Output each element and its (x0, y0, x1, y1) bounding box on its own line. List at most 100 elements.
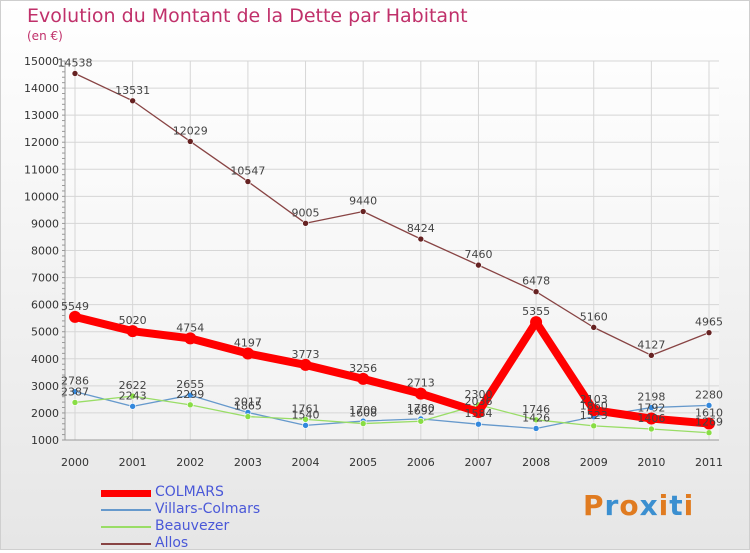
x-tick-label: 2004 (292, 456, 320, 469)
x-tick-label: 2005 (349, 456, 377, 469)
brand-letter: t (669, 489, 684, 522)
data-point (532, 425, 540, 432)
data-point (186, 391, 194, 399)
data-point (186, 401, 194, 409)
data-label: 9440 (349, 195, 377, 208)
data-point (357, 372, 370, 385)
data-point (705, 429, 713, 437)
data-point (472, 405, 485, 418)
y-tick-label: 7000 (31, 272, 59, 285)
y-tick-label: 9000 (31, 217, 59, 230)
legend-label: COLMARS (155, 484, 224, 500)
data-label: 13531 (115, 84, 150, 97)
data-point (129, 97, 136, 105)
series-line (71, 312, 713, 428)
data-label: 5549 (61, 300, 89, 313)
legend-swatch (101, 526, 151, 528)
data-point (532, 416, 540, 424)
data-label: 1761 (292, 402, 320, 415)
data-point (244, 413, 252, 420)
legend-label: Beauvezer (155, 518, 230, 534)
data-point (71, 399, 79, 406)
series-line (74, 72, 710, 356)
legend-label: Allos (155, 535, 189, 551)
data-point (129, 403, 136, 410)
y-tick-label: 5000 (31, 326, 59, 339)
data-point (126, 325, 139, 338)
y-tick-label: 10000 (24, 190, 59, 203)
chart-unit: (en €) (27, 29, 63, 43)
data-point (71, 70, 79, 77)
data-label: 2300 (464, 388, 492, 401)
data-label: 1610 (695, 406, 723, 419)
data-label: 2655 (176, 378, 204, 391)
data-label: 4754 (176, 321, 204, 334)
data-label: 2786 (61, 375, 89, 388)
data-label: 1780 (407, 402, 435, 415)
data-point (587, 404, 600, 417)
brand-letter: P (583, 489, 605, 522)
data-label: 1746 (522, 403, 550, 416)
y-tick-label: 4000 (31, 353, 59, 366)
data-point (184, 332, 197, 345)
data-label: 2299 (176, 388, 204, 401)
data-label: 2280 (695, 388, 723, 401)
data-label: 1865 (234, 400, 262, 413)
data-point (417, 235, 425, 243)
data-point (648, 404, 655, 411)
line-chart: 1000200030004000500060007000800090001000… (24, 55, 723, 469)
x-tick-label: 2008 (522, 456, 550, 469)
y-tick-label: 13000 (24, 109, 59, 122)
data-point (645, 412, 658, 425)
data-point (69, 310, 81, 323)
x-tick-label: 2009 (580, 456, 608, 469)
y-tick-label: 15000 (24, 55, 59, 68)
data-point (414, 387, 427, 400)
x-tick-label: 2007 (464, 456, 492, 469)
data-label: 7460 (464, 248, 492, 261)
data-label: 2017 (234, 395, 262, 408)
y-tick-label: 2000 (31, 407, 59, 420)
brand-letter: o (619, 489, 640, 522)
y-tick-label: 3000 (31, 380, 59, 393)
data-point (417, 417, 425, 425)
y-tick-label: 8000 (31, 245, 59, 258)
data-label: 4127 (637, 338, 665, 351)
data-point (302, 219, 309, 227)
x-tick-label: 2000 (61, 456, 89, 469)
data-label: 2103 (580, 393, 608, 406)
data-label: 1792 (637, 402, 665, 415)
data-point (532, 288, 540, 296)
x-tick-label: 2003 (234, 456, 262, 469)
data-point (186, 138, 194, 145)
x-tick-label: 2010 (637, 456, 665, 469)
data-point (648, 352, 655, 359)
data-label: 10547 (230, 165, 265, 178)
data-label: 1426 (522, 411, 550, 424)
data-label: 2387 (61, 385, 89, 398)
data-label: 3773 (292, 348, 320, 361)
chart-title: Evolution du Montant de la Dette par Hab… (27, 5, 468, 27)
x-tick-label: 2002 (176, 456, 204, 469)
data-point (703, 417, 715, 430)
data-label: 5020 (119, 314, 147, 327)
data-point (359, 420, 367, 427)
data-point (359, 208, 367, 215)
data-label: 4965 (695, 316, 723, 329)
brand-letter: i (683, 489, 695, 522)
y-tick-label: 12000 (24, 136, 59, 149)
legend-swatch (101, 543, 151, 545)
brand-letter: i (658, 489, 670, 522)
data-label: 1540 (292, 408, 320, 421)
series-line (74, 395, 710, 434)
data-point (648, 425, 655, 433)
data-label: 1269 (695, 416, 723, 429)
data-label: 3256 (349, 362, 377, 375)
data-label: 5355 (522, 305, 550, 318)
data-point (530, 316, 543, 329)
data-point (302, 416, 309, 423)
brand-letter: r (604, 489, 620, 522)
data-point (475, 261, 482, 269)
data-label: 1700 (349, 404, 377, 417)
data-label: 8424 (407, 222, 435, 235)
